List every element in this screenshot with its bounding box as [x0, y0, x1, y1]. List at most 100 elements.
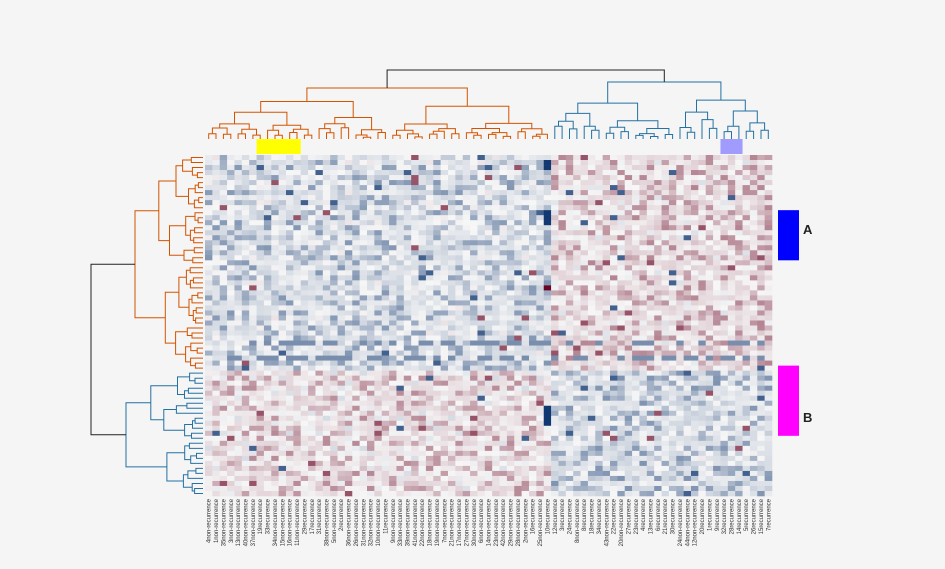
heatmap-cell — [529, 240, 537, 246]
heatmap-cell — [661, 175, 670, 181]
heatmap-cell — [352, 370, 360, 376]
heatmap-cell — [558, 315, 567, 321]
heatmap-cell — [403, 350, 412, 356]
heatmap-cell — [315, 230, 324, 236]
heatmap-cell — [735, 445, 743, 452]
heatmap-cell — [551, 220, 559, 226]
heatmap-cell — [403, 160, 412, 166]
heatmap-cell — [624, 430, 633, 437]
heatmap-cell — [727, 435, 736, 442]
heatmap-cell — [367, 405, 375, 412]
heatmap-cell — [646, 180, 655, 186]
heatmap-cell — [477, 185, 486, 191]
heatmap-cell — [587, 355, 596, 361]
heatmap-cell — [462, 260, 471, 266]
heatmap-cell — [573, 320, 581, 326]
heatmap-cell — [411, 230, 419, 236]
heatmap-cell — [558, 260, 567, 266]
heatmap-cell — [389, 185, 397, 191]
heatmap-cell — [293, 240, 302, 246]
heatmap-cell — [403, 240, 412, 246]
heatmap-cell — [462, 410, 471, 417]
heatmap-cell — [492, 405, 500, 412]
heatmap-cell — [322, 260, 331, 266]
heatmap-cell — [234, 415, 243, 422]
heatmap-cell — [227, 360, 235, 366]
heatmap-cell — [219, 225, 228, 231]
heatmap-cell — [352, 285, 360, 291]
heatmap-cell — [587, 295, 596, 301]
heatmap-cell — [352, 450, 360, 457]
heatmap-cell — [455, 405, 464, 412]
heatmap-cell — [484, 280, 493, 286]
heatmap-cell — [278, 365, 287, 371]
heatmap-cell — [470, 365, 478, 371]
heatmap-cell — [529, 460, 537, 467]
heatmap-cell — [595, 340, 603, 346]
heatmap-cell — [610, 310, 618, 316]
heatmap-cell — [263, 180, 272, 186]
heatmap-cell — [639, 255, 648, 261]
heatmap-cell — [580, 285, 589, 291]
dendrogram-branch — [260, 101, 354, 118]
heatmap-cell — [425, 460, 434, 467]
heatmap-cell — [587, 225, 596, 231]
heatmap-cell — [315, 420, 324, 427]
heatmap-cell — [742, 245, 751, 251]
heatmap-cell — [227, 290, 235, 296]
heatmap-cell — [403, 330, 412, 336]
heatmap-cell — [256, 275, 265, 281]
heatmap-cell — [234, 410, 243, 417]
dendrogram-branch — [583, 125, 596, 139]
heatmap-cell — [521, 380, 530, 386]
heatmap-cell — [418, 460, 427, 467]
heatmap-cell — [727, 255, 736, 261]
heatmap-cell — [440, 400, 449, 407]
heatmap-cell — [668, 210, 677, 216]
heatmap-cell — [249, 170, 257, 176]
heatmap-cell — [514, 210, 522, 216]
heatmap-cell — [610, 320, 618, 326]
heatmap-cell — [713, 195, 721, 201]
heatmap-cell — [551, 190, 559, 196]
heatmap-cell — [227, 245, 235, 251]
heatmap-cell — [705, 285, 714, 291]
heatmap-cell — [308, 180, 316, 186]
heatmap-cell — [462, 430, 471, 437]
heatmap-cell — [470, 175, 478, 181]
heatmap-cell — [411, 370, 419, 376]
heatmap-cell — [646, 370, 655, 376]
heatmap-cell — [742, 445, 751, 452]
heatmap-cell — [720, 160, 729, 166]
heatmap-cell — [293, 445, 302, 452]
heatmap-cell — [249, 225, 257, 231]
heatmap-cell — [241, 340, 250, 346]
heatmap-cell — [271, 330, 279, 336]
heatmap-cell — [632, 230, 640, 236]
heatmap-cell — [396, 280, 405, 286]
heatmap-cell — [477, 365, 486, 371]
heatmap-cell — [389, 320, 397, 326]
heatmap-cell — [551, 335, 559, 341]
heatmap-cell — [610, 265, 618, 271]
heatmap-cell — [668, 170, 677, 176]
heatmap-cell — [256, 370, 265, 376]
heatmap-cell — [293, 450, 302, 457]
heatmap-cell — [344, 175, 353, 181]
heatmap-cell — [484, 220, 493, 226]
heatmap-cell — [212, 385, 221, 391]
heatmap-cell — [411, 340, 419, 346]
heatmap-cell — [735, 450, 743, 457]
heatmap-cell — [646, 405, 655, 412]
heatmap-cell — [587, 235, 596, 241]
heatmap-cell — [668, 185, 677, 191]
heatmap-cell — [698, 445, 707, 452]
heatmap-cell — [352, 175, 360, 181]
heatmap-cell — [735, 285, 743, 291]
heatmap-cell — [344, 450, 353, 457]
heatmap-cell — [271, 270, 279, 276]
heatmap-cell — [558, 335, 567, 341]
heatmap-cell — [742, 170, 751, 176]
heatmap-cell — [499, 210, 508, 216]
heatmap-cell — [676, 325, 684, 331]
